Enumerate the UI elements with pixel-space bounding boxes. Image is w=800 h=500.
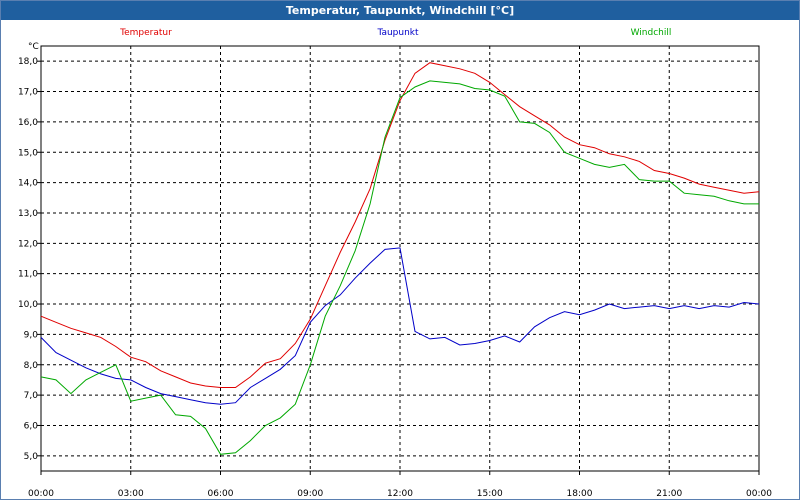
gridlines <box>41 46 759 471</box>
y-tick-label: 15,0 <box>18 148 38 158</box>
series-line-taupunkt <box>40 247 760 405</box>
y-tick-label: 12,0 <box>18 239 38 249</box>
y-tick-label: 17,0 <box>18 88 38 98</box>
x-tick-time: 09:00 <box>297 489 323 499</box>
y-axis: °C 5,0 6,0 7,0 8,0 9,0 10,0 11,0 12,0 13,0 14,0 15… <box>18 42 41 462</box>
chart-svg: °C 5,0 6,0 7,0 8,0 9,0 10,0 11,0 12,0 13,0 14,0 15… <box>18 28 772 499</box>
window-title: Temperatur, Taupunkt, Windchill [°C] <box>1 1 799 20</box>
series-line-windchill <box>40 80 759 455</box>
y-tick-label: 18,0 <box>18 57 38 67</box>
y-tick-label: 11,0 <box>18 270 38 280</box>
y-tick-label: 14,0 <box>18 179 38 189</box>
legend-temperatur: Temperatur <box>119 28 172 38</box>
legend-taupunkt: Taupunkt <box>376 28 419 38</box>
legend-windchill: Windchill <box>631 28 672 38</box>
y-tick-label: 10,0 <box>18 300 38 310</box>
x-tick-time: 12:00 <box>387 489 413 499</box>
x-axis: 00:0001.10.1703:0001.10.1706:0001.10.170… <box>28 471 772 499</box>
legend: Temperatur Taupunkt Windchill <box>119 28 671 38</box>
x-tick-time: 18:00 <box>567 489 593 499</box>
series-line-temperatur <box>40 62 760 388</box>
y-tick-label: 16,0 <box>18 118 38 128</box>
y-tick-label: 8,0 <box>24 361 39 371</box>
x-tick-time: 21:00 <box>656 489 682 499</box>
x-tick-time: 00:00 <box>746 489 772 499</box>
y-tick-label: 9,0 <box>24 330 39 340</box>
y-tick-label: 7,0 <box>24 391 39 401</box>
y-tick-label: 5,0 <box>24 452 39 462</box>
y-tick-label: 13,0 <box>18 209 38 219</box>
y-axis-label: °C <box>28 42 39 52</box>
series-lines <box>40 62 760 455</box>
x-tick-time: 15:00 <box>477 489 503 499</box>
x-tick-time: 06:00 <box>208 489 234 499</box>
x-tick-time: 00:00 <box>28 489 54 499</box>
x-tick-time: 03:00 <box>118 489 144 499</box>
y-tick-label: 6,0 <box>24 421 39 431</box>
